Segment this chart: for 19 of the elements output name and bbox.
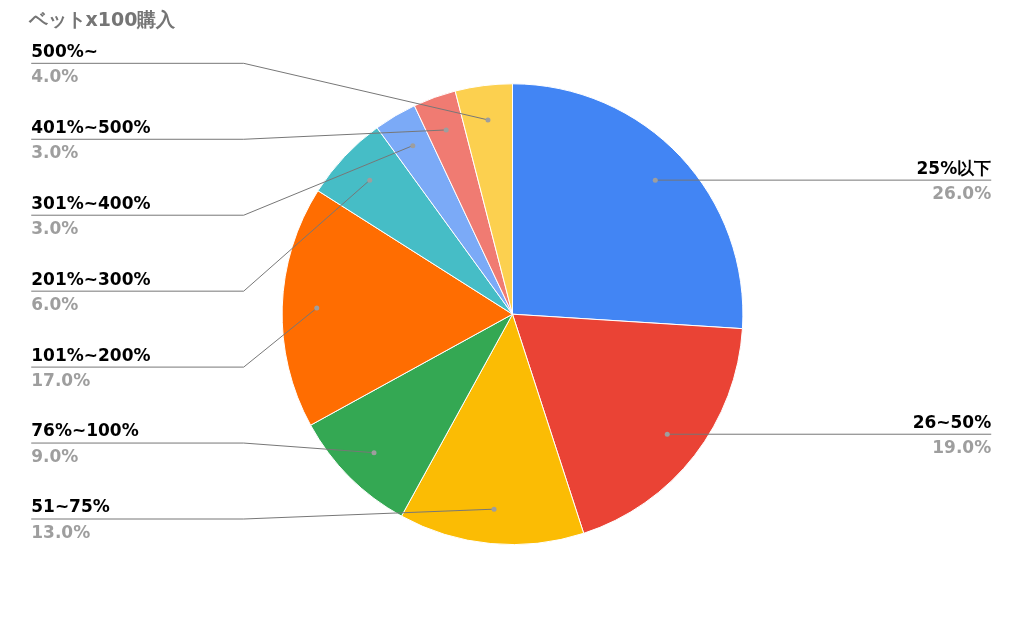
data-label: 17.0% [31,369,91,390]
slice-label: 101%~200% [31,344,151,365]
slice-label: 301%~400% [31,192,151,213]
slice-label: 401%~500% [31,116,151,137]
data-label: 19.0% [932,436,992,457]
slice-label: 26~50% [912,411,992,432]
chart-title: ベットx100購入 [27,7,177,30]
data-label: 26.0% [932,182,992,203]
data-label: 3.0% [31,141,79,162]
data-label: 3.0% [31,217,79,238]
data-label: 6.0% [31,293,79,314]
slice-label: 51~75% [31,496,110,517]
slice-label: 201%~300% [31,268,151,289]
data-label: 4.0% [31,65,79,86]
data-label: 9.0% [31,445,79,466]
slice-label: 76%~100% [31,420,139,441]
data-label: 13.0% [31,521,91,542]
slice-label: 500%~ [31,40,98,61]
slice-label: 25%以下 [916,157,992,178]
